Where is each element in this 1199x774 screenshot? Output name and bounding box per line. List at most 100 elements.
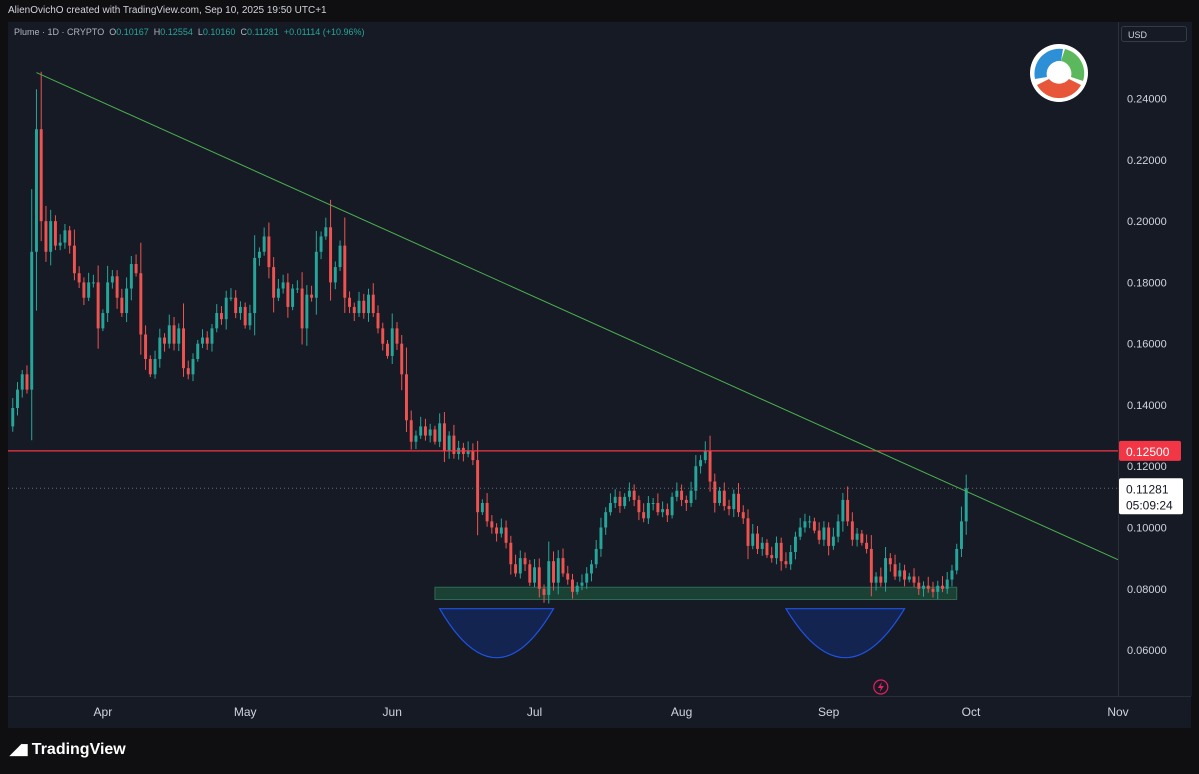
- time-tick-label: Nov: [1107, 705, 1128, 719]
- candle-body: [153, 359, 157, 375]
- candle-body: [129, 264, 133, 289]
- candle-body: [205, 337, 209, 344]
- candle-body: [101, 313, 105, 329]
- time-tick-label: Apr: [94, 705, 113, 719]
- price-tick-label: 0.24000: [1127, 94, 1167, 106]
- legend-symbol: Plume · 1D · CRYPTO: [14, 27, 105, 37]
- candle-body: [514, 564, 518, 574]
- candle-body: [476, 460, 480, 513]
- price-tick-label: 0.10000: [1127, 523, 1167, 535]
- candle-body: [594, 548, 598, 565]
- candle-body: [485, 502, 489, 522]
- brand-logo-orange: [1037, 79, 1081, 99]
- candle-body: [329, 227, 333, 283]
- candle-body: [699, 460, 703, 467]
- candle-body: [627, 490, 631, 497]
- candle-body: [680, 490, 684, 500]
- brand-logo-green: [1061, 49, 1085, 81]
- candle-body: [561, 558, 565, 574]
- candle-body: [893, 564, 897, 577]
- candle-body: [808, 521, 812, 523]
- candle-body: [182, 328, 185, 369]
- candle-body: [552, 561, 555, 583]
- candle-body: [812, 521, 816, 531]
- candle-body: [722, 490, 726, 507]
- candle-body: [803, 521, 807, 528]
- candle-body: [20, 374, 24, 390]
- candle-body: [926, 585, 930, 589]
- candle-body: [651, 502, 655, 504]
- tradingview-logo[interactable]: ◢▮ TradingView: [10, 740, 126, 759]
- candle-body: [428, 429, 432, 436]
- candle-body: [642, 512, 646, 519]
- candle-body: [727, 506, 731, 510]
- brand-logo-blue: [1034, 48, 1063, 79]
- candle-body: [167, 325, 171, 344]
- candle-body: [542, 588, 546, 595]
- legend-open-label: O: [109, 27, 117, 37]
- candle-body: [774, 542, 778, 559]
- price-tick-label: 0.08000: [1127, 584, 1167, 596]
- candle-body: [955, 548, 959, 571]
- candle-body: [314, 251, 318, 298]
- candle-body: [300, 288, 304, 329]
- price-tick-label: 0.12000: [1127, 461, 1167, 473]
- candle-body: [575, 585, 579, 592]
- rounded-bottom-arc: [438, 608, 555, 659]
- candle-body: [447, 435, 451, 451]
- candle-body: [941, 585, 944, 589]
- candle-body: [72, 245, 76, 274]
- candle-body: [53, 221, 57, 246]
- candle-body: [518, 558, 522, 574]
- candle-body: [931, 588, 935, 592]
- header-text: AlienOvichO created with TradingView.com…: [8, 5, 327, 16]
- price-tick-label: 0.14000: [1127, 400, 1167, 412]
- candle-body: [670, 496, 674, 516]
- candle-body: [922, 585, 925, 589]
- candle-body: [665, 509, 669, 516]
- countdown-label: 05:09:24: [1126, 498, 1173, 512]
- candle-body: [34, 129, 38, 252]
- candle-body: [338, 245, 342, 268]
- legend-low-label: L: [197, 27, 203, 37]
- candle-body: [333, 267, 337, 283]
- candle-body: [533, 567, 537, 583]
- candle-body: [964, 488, 968, 522]
- footer-bar: ◢▮ TradingView: [0, 728, 1199, 774]
- candle-body: [348, 297, 352, 307]
- candle-body: [371, 294, 375, 314]
- candle-body: [589, 564, 593, 574]
- time-tick-label: Sep: [818, 705, 840, 719]
- currency-button[interactable]: USD: [1121, 26, 1187, 42]
- candle-body: [656, 502, 660, 513]
- brand-name: TradingView: [31, 741, 126, 758]
- price-scale[interactable]: [1118, 22, 1192, 696]
- candle-body: [836, 521, 840, 537]
- candle-body: [850, 521, 854, 540]
- candle-body: [352, 306, 356, 314]
- legend-close: 0.11281: [246, 27, 279, 37]
- candle-body: [139, 273, 143, 335]
- candle-body: [30, 251, 34, 390]
- candle-body: [646, 502, 650, 519]
- time-scale[interactable]: [8, 696, 1191, 729]
- candle-body: [865, 542, 869, 549]
- candle-body: [210, 328, 214, 344]
- candle-body: [291, 288, 295, 307]
- candle-body: [789, 552, 793, 565]
- candle-body: [419, 426, 423, 436]
- price-tick-label: 0.06000: [1127, 645, 1167, 657]
- candle-body: [77, 273, 81, 283]
- candle-body: [732, 493, 736, 510]
- candle-body: [770, 555, 774, 559]
- legend-high-label: H: [153, 27, 161, 37]
- candle-body: [58, 242, 62, 246]
- candle-body: [495, 527, 499, 534]
- candle-body: [196, 343, 200, 359]
- candle-body: [784, 561, 788, 565]
- candle-body: [874, 576, 878, 583]
- candle-body: [608, 502, 612, 513]
- time-tick-label: Jul: [527, 705, 542, 719]
- candle-body: [276, 288, 280, 298]
- candle-body: [917, 582, 921, 589]
